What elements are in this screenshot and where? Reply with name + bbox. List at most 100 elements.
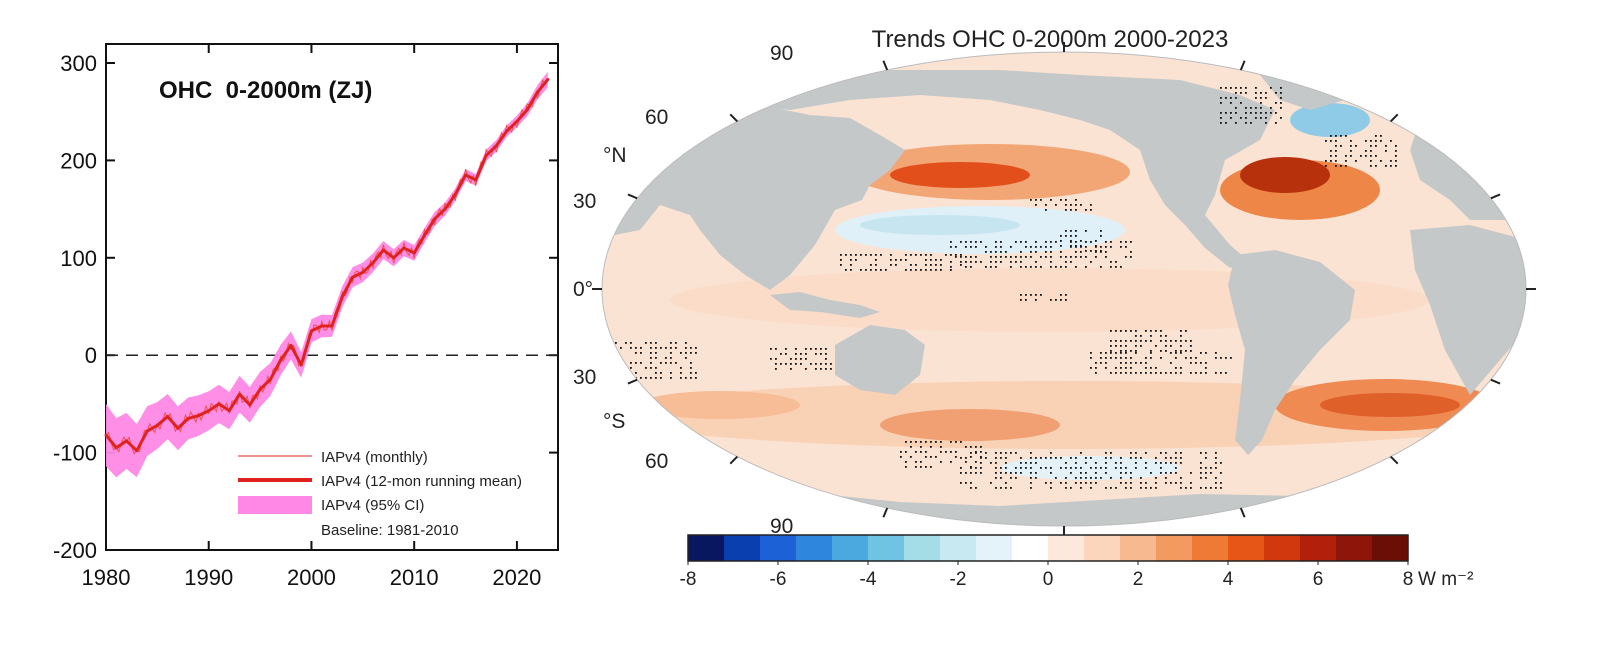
stipple-dot	[1200, 362, 1202, 364]
stipple-dot	[790, 66, 792, 68]
stipple-dot	[975, 472, 977, 474]
stipple-dot	[995, 256, 997, 258]
stipple-dot	[1355, 160, 1357, 162]
stipple-dot	[1110, 477, 1112, 479]
stipple-dot	[675, 347, 677, 349]
stipple-dot	[1220, 97, 1222, 99]
stipple-dot	[1175, 350, 1177, 352]
stipple-dot	[1110, 246, 1112, 248]
stipple-dot	[1105, 462, 1107, 464]
stipple-dot	[980, 451, 982, 453]
stipple-dot	[1060, 256, 1062, 258]
stipple-dot	[860, 71, 862, 73]
stipple-dot	[1180, 462, 1182, 464]
stipple-dot	[1220, 372, 1222, 374]
stipple-dot	[1200, 487, 1202, 489]
stipple-dot	[1165, 482, 1167, 484]
stipple-dot	[1060, 245, 1062, 247]
stipple-dot	[1175, 340, 1177, 342]
stipple-dot	[920, 254, 922, 256]
stipple-dot	[680, 377, 682, 379]
stipple-dot	[1380, 160, 1382, 162]
stipple-dot	[1330, 155, 1332, 157]
stipple-dot	[620, 347, 622, 349]
stipple-dot	[620, 372, 622, 374]
stipple-dot	[660, 347, 662, 349]
stipple-dot	[1255, 107, 1257, 109]
stipple-dot	[1180, 345, 1182, 347]
stipple-dot	[1065, 261, 1067, 263]
stipple-dot	[1050, 472, 1052, 474]
stipple-dot	[1155, 482, 1157, 484]
stipple-dot	[1085, 266, 1087, 268]
stipple-dot	[1040, 266, 1042, 268]
stipple-dot	[960, 261, 962, 263]
stipple-dot	[1055, 299, 1057, 301]
stipple-dot	[1125, 482, 1127, 484]
stipple-dot	[1260, 92, 1262, 94]
data-point	[464, 173, 468, 177]
stipple-dot	[850, 259, 852, 261]
stipple-dot	[1000, 251, 1002, 253]
stipple-dot	[1015, 452, 1017, 454]
stipple-dot	[1045, 241, 1047, 243]
map-tick	[1490, 193, 1501, 200]
colorbar-segment	[1012, 535, 1049, 561]
stipple-dot	[1140, 482, 1142, 484]
stipple-dot	[855, 254, 857, 256]
stipple-dot	[1010, 266, 1012, 268]
stipple-dot	[1065, 299, 1067, 301]
stipple-dot	[1190, 357, 1192, 359]
data-point	[371, 261, 375, 265]
stipple-dot	[1095, 245, 1097, 247]
stipple-dot	[790, 368, 792, 370]
stipple-dot	[1050, 452, 1052, 454]
stipple-dot	[1095, 477, 1097, 479]
stipple-dot	[1025, 294, 1027, 296]
stipple-dot	[1135, 335, 1137, 337]
stipple-dot	[1080, 240, 1082, 242]
stipple-dot	[1050, 246, 1052, 248]
stipple-dot	[965, 482, 967, 484]
stipple-dot	[1050, 256, 1052, 258]
stipple-dot	[1095, 472, 1097, 474]
stipple-dot	[1050, 241, 1052, 243]
stipple-dot	[935, 269, 937, 271]
stipple-dot	[905, 441, 907, 443]
stipple-dot	[995, 472, 997, 474]
stipple-dot	[1370, 150, 1372, 152]
stipple-dot	[1395, 145, 1397, 147]
stipple-dot	[925, 466, 927, 468]
stipple-dot	[935, 441, 937, 443]
stipple-dot	[980, 446, 982, 448]
x-tick-label: 2010	[390, 565, 439, 590]
stipple-dot	[985, 266, 987, 268]
stipple-dot	[1200, 472, 1202, 474]
stipple-dot	[1075, 246, 1077, 248]
data-point	[412, 251, 416, 255]
stipple-dot	[1060, 199, 1062, 201]
colorbar-segment	[796, 535, 833, 561]
stipple-dot	[1120, 362, 1122, 364]
stipple-dot	[1085, 462, 1087, 464]
x-tick-label: 1980	[82, 565, 131, 590]
stipple-dot	[1135, 462, 1137, 464]
stipple-dot	[1130, 487, 1132, 489]
stipple-dot	[1100, 230, 1102, 232]
stipple-dot	[630, 377, 632, 379]
stipple-dot	[1210, 487, 1212, 489]
stipple-dot	[1065, 199, 1067, 201]
stipple-dot	[1070, 487, 1072, 489]
stipple-dot	[1150, 357, 1152, 359]
stipple-dot	[1390, 160, 1392, 162]
stipple-dot	[1145, 362, 1147, 364]
stipple-dot	[1120, 246, 1122, 248]
stipple-dot	[965, 246, 967, 248]
stipple-dot	[1200, 462, 1202, 464]
stipple-dot	[930, 466, 932, 468]
stipple-dot	[1245, 92, 1247, 94]
data-point	[453, 192, 457, 196]
stipple-dot	[1280, 107, 1282, 109]
stipple-dot	[1125, 467, 1127, 469]
stipple-dot	[1235, 112, 1237, 114]
